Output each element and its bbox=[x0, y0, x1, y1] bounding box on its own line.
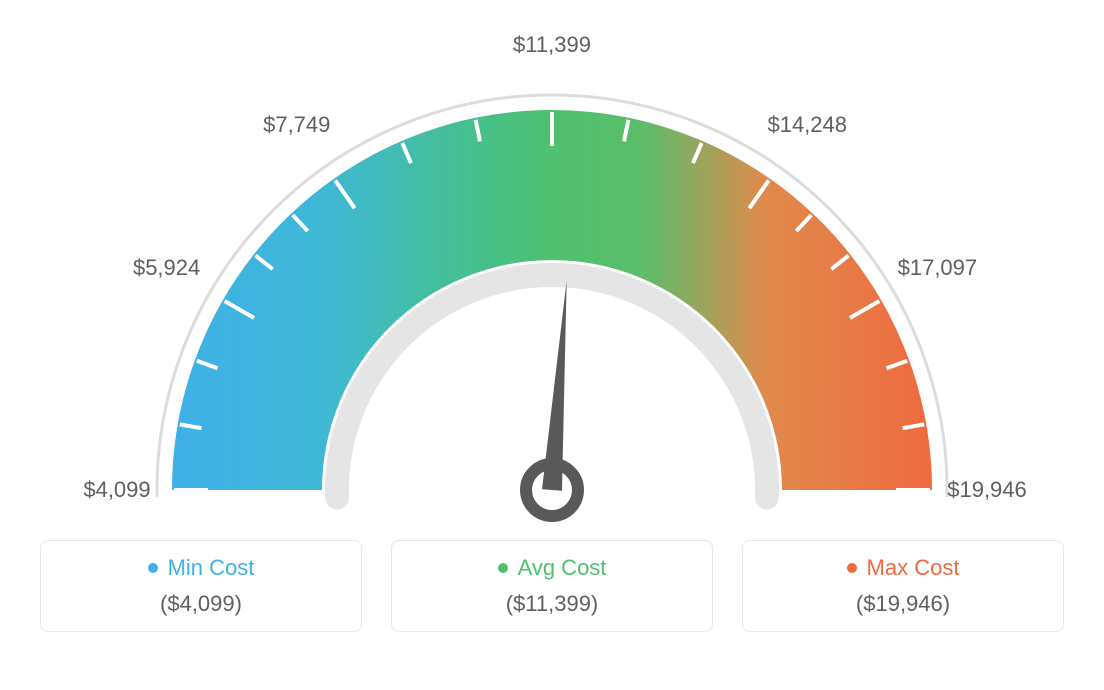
dot-icon bbox=[847, 563, 857, 573]
legend-max: Max Cost ($19,946) bbox=[742, 540, 1064, 632]
legend-min-label: Min Cost bbox=[168, 555, 255, 581]
legend: Min Cost ($4,099) Avg Cost ($11,399) Max… bbox=[0, 540, 1104, 632]
gauge-tick-label: $19,946 bbox=[947, 477, 1027, 503]
legend-min: Min Cost ($4,099) bbox=[40, 540, 362, 632]
gauge-tick-label: $4,099 bbox=[83, 477, 150, 503]
legend-avg-label: Avg Cost bbox=[518, 555, 607, 581]
gauge-tick-label: $11,399 bbox=[513, 32, 591, 58]
dot-icon bbox=[498, 563, 508, 573]
gauge-tick-label: $17,097 bbox=[898, 255, 978, 281]
legend-min-value: ($4,099) bbox=[41, 591, 361, 617]
legend-max-value: ($19,946) bbox=[743, 591, 1063, 617]
dot-icon bbox=[148, 563, 158, 573]
gauge-tick-label: $7,749 bbox=[263, 112, 330, 138]
legend-avg-value: ($11,399) bbox=[392, 591, 712, 617]
gauge-tick-label: $5,924 bbox=[133, 255, 200, 281]
legend-max-label: Max Cost bbox=[867, 555, 960, 581]
gauge-chart: $4,099 $5,924 $7,749 $11,399 $14,248 $17,097 $… bbox=[0, 0, 1104, 540]
gauge-tick-label: $14,248 bbox=[767, 112, 847, 138]
legend-avg: Avg Cost ($11,399) bbox=[391, 540, 713, 632]
